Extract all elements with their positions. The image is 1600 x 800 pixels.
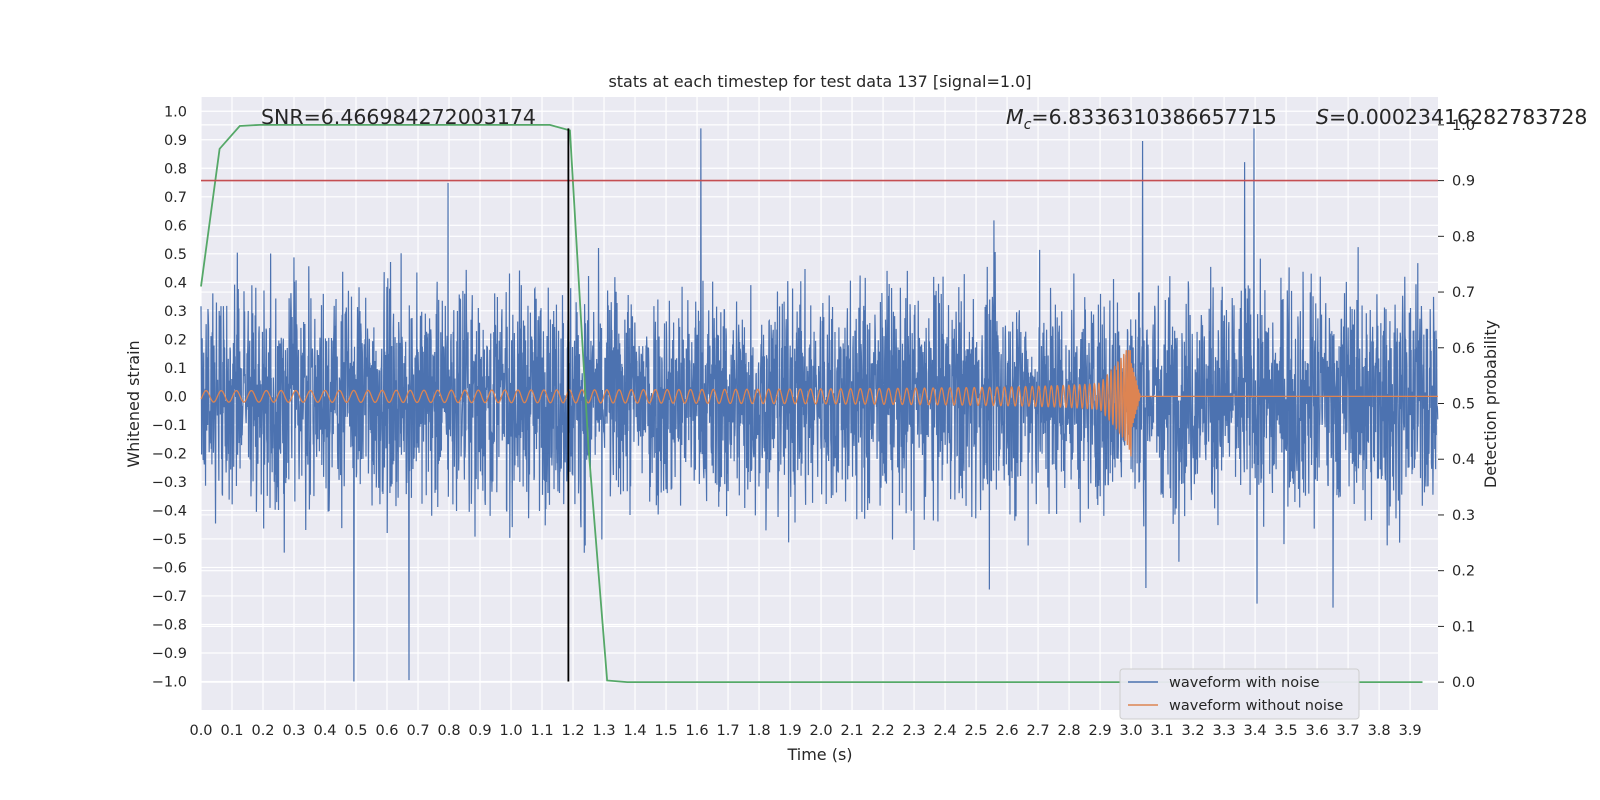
x-axis-label: Time (s) bbox=[786, 745, 852, 764]
x-tick-label: 1.8 bbox=[748, 723, 771, 739]
y-tick-label: 0.4 bbox=[164, 275, 187, 291]
x-tick-label: 2.8 bbox=[1058, 723, 1081, 739]
x-tick-label: 3.0 bbox=[1120, 723, 1143, 739]
x-tick-label: 0.7 bbox=[406, 723, 429, 739]
x-tick-label: 3.2 bbox=[1182, 723, 1205, 739]
x-tick-label: 0.1 bbox=[220, 723, 243, 739]
x-tick-label: 0.4 bbox=[313, 723, 336, 739]
y-tick-label: −0.4 bbox=[152, 503, 187, 519]
y-tick-label: −0.2 bbox=[152, 446, 187, 462]
x-tick-label: 1.5 bbox=[655, 723, 678, 739]
x-tick-label: 0.3 bbox=[282, 723, 305, 739]
y-tick-label: 0.2 bbox=[164, 332, 187, 348]
s-value: =0.00023416282783728 bbox=[1329, 105, 1587, 129]
x-tick-label: 3.4 bbox=[1244, 723, 1267, 739]
y2-tick-label: 0.8 bbox=[1452, 229, 1475, 245]
s-annotation: S=0.00023416282783728 bbox=[1316, 105, 1587, 129]
x-tick-label: 2.2 bbox=[872, 723, 895, 739]
mc-subscript: c bbox=[1024, 117, 1032, 133]
mc-annotation: Mc=6.8336310386657715 bbox=[1006, 105, 1277, 133]
s-symbol: S bbox=[1316, 105, 1329, 129]
chirp-line bbox=[200, 350, 1438, 457]
y-tick-labels: 1.0 0.9 0.8 0.7 0.6 0.5 0.4 0.3 0.2 0.1 0.0 −0.1 −0.… bbox=[152, 104, 187, 690]
x-tick-label: 2.5 bbox=[965, 723, 988, 739]
legend: waveform with noise waveform without noi… bbox=[1119, 668, 1360, 720]
x-tick-label: 3.5 bbox=[1275, 723, 1298, 739]
x-tick-label: 0.6 bbox=[375, 723, 398, 739]
y-tick-label: 0.7 bbox=[164, 190, 187, 206]
y-tick-label: −0.5 bbox=[152, 532, 187, 548]
y-tick-label: 0.0 bbox=[164, 389, 187, 405]
mc-symbol: M bbox=[1006, 105, 1024, 129]
x-tick-label: 1.9 bbox=[779, 723, 802, 739]
y2-tick-label: 0.4 bbox=[1452, 452, 1475, 468]
y-axis-label: Whitened strain bbox=[124, 340, 143, 467]
x-tick-label: 3.6 bbox=[1306, 723, 1329, 739]
noise-line bbox=[200, 128, 1439, 682]
y2-tick-label: 0.7 bbox=[1452, 285, 1475, 301]
y-tick-label: 0.1 bbox=[164, 361, 187, 377]
y2-tick-label: 0.9 bbox=[1452, 174, 1475, 190]
y-tick-label: −0.7 bbox=[152, 589, 187, 605]
legend-label-chirp: waveform without noise bbox=[1169, 698, 1343, 714]
y2-tick-label: 1.0 bbox=[1452, 118, 1475, 134]
series-waveform-without-noise bbox=[200, 350, 1438, 457]
series-waveform-with-noise bbox=[200, 128, 1439, 682]
legend-box bbox=[1119, 668, 1360, 720]
x-tick-labels: 0.0 0.1 0.2 0.3 0.4 0.5 0.6 0.7 0.8 0.9 1.0 1.1 1.2 1… bbox=[189, 723, 1421, 739]
reference-lines bbox=[201, 128, 1438, 682]
snr-annotation: SNR=6.466984272003174 bbox=[261, 105, 536, 129]
y2-tick-label: 0.1 bbox=[1452, 619, 1475, 635]
y-tick-label: −0.8 bbox=[152, 617, 187, 633]
y2-tick-label: 0.0 bbox=[1452, 675, 1475, 691]
y-tick-label: −0.6 bbox=[152, 560, 187, 576]
x-tick-label: 2.9 bbox=[1089, 723, 1112, 739]
y-tick-label: −0.1 bbox=[152, 418, 187, 434]
probability-line bbox=[200, 123, 1423, 684]
x-tick-label: 1.6 bbox=[686, 723, 709, 739]
y-tick-label: 0.8 bbox=[164, 161, 187, 177]
y2-tick-label: 0.5 bbox=[1452, 397, 1475, 413]
x-tick-label: 1.2 bbox=[561, 723, 584, 739]
y2-axis-label: Detection probability bbox=[1481, 320, 1500, 488]
x-tick-label: 0.9 bbox=[468, 723, 491, 739]
mc-value: =6.8336310386657715 bbox=[1031, 105, 1276, 129]
x-tick-label: 0.2 bbox=[251, 723, 274, 739]
x-tick-label: 3.1 bbox=[1151, 723, 1174, 739]
y-tick-label: 0.5 bbox=[164, 247, 187, 263]
legend-label-noise: waveform with noise bbox=[1169, 675, 1320, 691]
x-tick-label: 1.3 bbox=[593, 723, 616, 739]
y-tick-label: 0.9 bbox=[164, 133, 187, 149]
y2-tick-label: 0.6 bbox=[1452, 341, 1475, 357]
x-tick-label: 3.3 bbox=[1213, 723, 1236, 739]
y-tick-label: 0.6 bbox=[164, 218, 187, 234]
x-tick-label: 3.7 bbox=[1337, 723, 1360, 739]
x-tick-label: 1.7 bbox=[717, 723, 740, 739]
x-tick-label: 2.3 bbox=[903, 723, 926, 739]
y-tick-label: 1.0 bbox=[164, 104, 187, 120]
series-detection-probability bbox=[200, 123, 1423, 684]
x-tick-label: 2.7 bbox=[1027, 723, 1050, 739]
x-tick-label: 2.4 bbox=[934, 723, 957, 739]
x-tick-label: 1.0 bbox=[499, 723, 522, 739]
y2-tick-label: 0.2 bbox=[1452, 564, 1475, 580]
y2-tick-labels: 1.0 0.9 0.8 0.7 0.6 0.5 0.4 0.3 0.2 0.1 0.0 bbox=[1438, 118, 1475, 691]
y-tick-label: 0.3 bbox=[164, 304, 187, 320]
x-tick-label: 1.4 bbox=[624, 723, 647, 739]
x-tick-label: 3.8 bbox=[1368, 723, 1391, 739]
y2-tick-label: 0.3 bbox=[1452, 508, 1475, 524]
y-tick-label: −0.3 bbox=[152, 475, 187, 491]
x-tick-label: 0.5 bbox=[344, 723, 367, 739]
chart-title: stats at each timestep for test data 137… bbox=[608, 72, 1031, 91]
x-tick-label: 2.1 bbox=[841, 723, 864, 739]
x-tick-label: 0.0 bbox=[189, 723, 212, 739]
x-tick-label: 2.0 bbox=[810, 723, 833, 739]
y-tick-label: −0.9 bbox=[152, 646, 187, 662]
x-tick-label: 0.8 bbox=[437, 723, 460, 739]
x-tick-label: 3.9 bbox=[1399, 723, 1422, 739]
x-tick-label: 2.6 bbox=[996, 723, 1019, 739]
x-tick-label: 1.1 bbox=[530, 723, 553, 739]
y-tick-label: −1.0 bbox=[152, 674, 187, 690]
